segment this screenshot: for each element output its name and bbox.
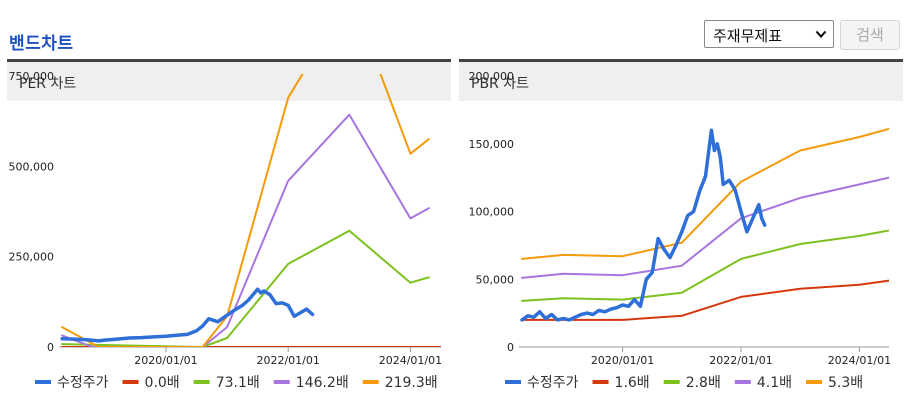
panel-header: PER 차트 [7,59,451,101]
legend-item[interactable]: 1.6배 [592,375,650,391]
legend-label: 146.2배 [296,375,349,391]
x-tick-label: 2022/01/01 [256,354,319,367]
legend-label: 0.0배 [145,375,180,391]
per-chart-panel: PER 차트 750,000 500,000 250,000 0 2020/01/01 2… [7,59,451,405]
legend-item[interactable]: 5.3배 [806,375,863,391]
panel-title: PER 차트 [19,76,77,92]
chevron-down-icon [815,30,827,38]
panel-title: PBR 차트 [471,76,529,92]
legend-label: 219.3배 [385,375,438,391]
legend-label: 1.6배 [615,375,650,391]
legend-label: 73.1배 [216,375,260,391]
y-tick-label: 250,000 [9,251,55,264]
y-tick-label: 100,000 [469,206,515,219]
band-series-line [61,113,430,347]
x-tick-label: 2024/01/01 [828,354,891,367]
pbr-chart-panel: PBR 차트 200,000 150,000 100,000 50,000 0 2020/… [459,59,903,405]
y-tick-label: 750,000 [9,70,55,83]
pbr-chart: 200,000 150,000 100,000 50,000 0 2020/01/01 20… [469,70,892,391]
panel-header: PBR 차트 [459,59,903,101]
legend-label: 수정주가 [527,375,579,391]
y-tick-label: 500,000 [9,160,55,173]
x-tick-label: 2020/01/01 [134,354,197,367]
band-series-line [61,74,430,347]
statement-type-select[interactable]: 주재무제표 [704,20,834,48]
legend-label: 수정주가 [57,375,109,391]
legend-item[interactable]: 146.2배 [273,375,349,391]
legend-item[interactable]: 수정주가 [505,375,579,391]
band-series-line [521,229,889,302]
y-tick-label: 0 [47,341,54,354]
y-tick-label: 0 [507,341,514,354]
y-tick-label: 200,000 [469,70,515,83]
per-chart: 750,000 500,000 250,000 0 2020/01/01 2022/01/… [9,70,443,391]
page-title: 밴드차트 [9,34,74,54]
x-tick-label: 2020/01/01 [591,354,654,367]
price-series-line [60,287,315,343]
search-button[interactable]: 검색 [840,20,900,50]
band-series-line [61,229,430,347]
legend-label: 4.1배 [757,375,792,391]
x-tick-label: 2024/01/01 [379,354,442,367]
band-series-line [521,127,889,260]
band-series-line [521,279,889,321]
select-value: 주재무제표 [713,27,783,45]
legend-item[interactable]: 수정주가 [35,375,109,391]
legend-item[interactable]: 219.3배 [362,375,438,391]
legend-item[interactable]: 2.8배 [663,375,721,391]
price-series-line [520,128,767,322]
legend-item[interactable]: 0.0배 [122,375,180,391]
y-tick-label: 150,000 [469,138,515,151]
legend-item[interactable]: 4.1배 [734,375,792,391]
legend-label: 2.8배 [686,375,721,391]
legend-item[interactable]: 73.1배 [193,375,260,391]
y-tick-label: 50,000 [476,273,515,286]
legend-label: 5.3배 [828,375,863,391]
x-tick-label: 2022/01/01 [709,354,772,367]
band-series-line [521,176,889,279]
